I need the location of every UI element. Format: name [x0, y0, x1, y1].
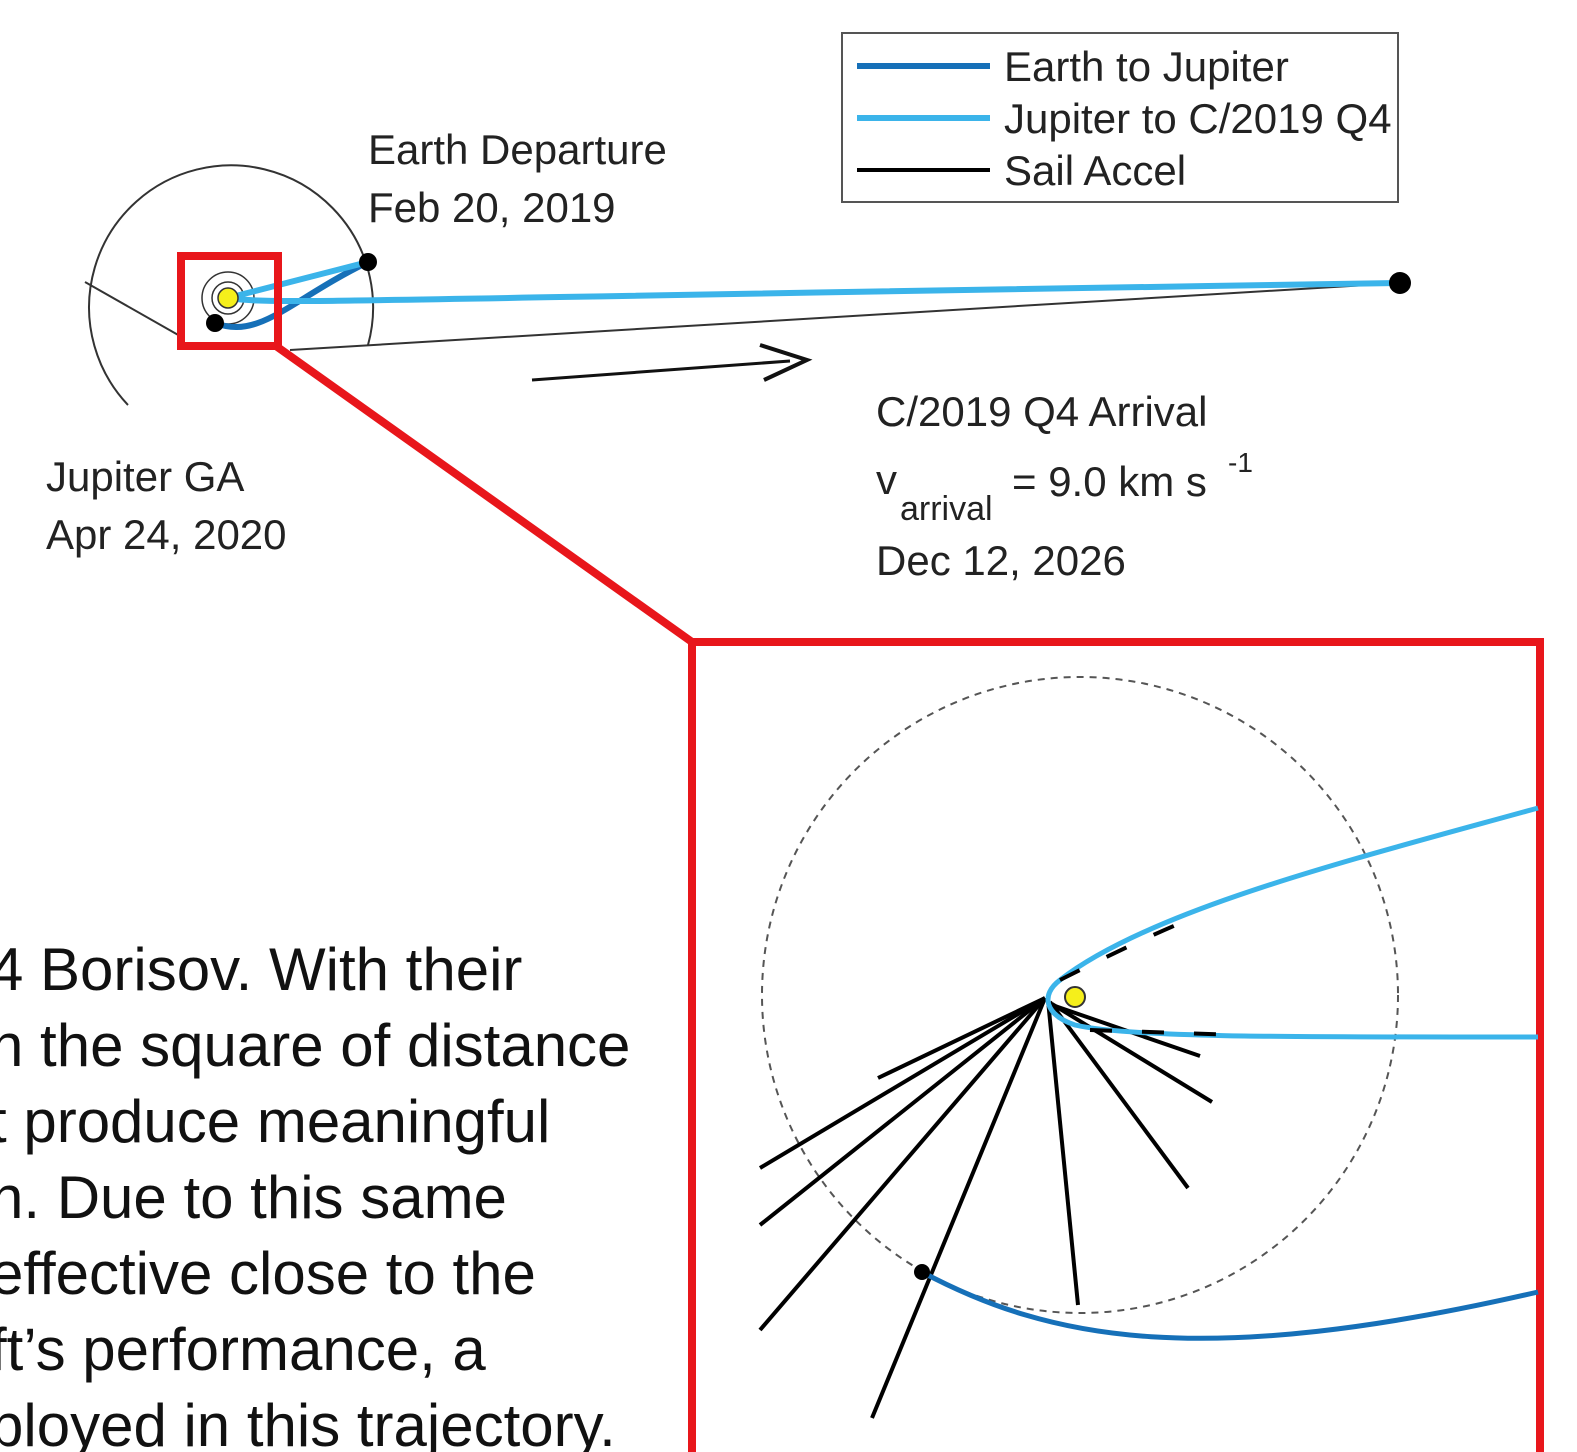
label: Earth Departure	[368, 126, 667, 173]
jupiter-to-comet	[227, 259, 1401, 305]
zoom-connector	[273, 342, 695, 646]
arrow-head	[759, 343, 813, 382]
sail-line	[289, 282, 1401, 351]
zoom-box	[177, 252, 282, 350]
legend-label: Sail Accel	[1004, 147, 1186, 194]
sail-dashes	[1059, 913, 1241, 1037]
label: C/2019 Q4 Arrival	[876, 388, 1208, 435]
sail-line	[84, 281, 181, 337]
body-line: n. Due to this same	[0, 1164, 507, 1231]
body-line: ft’s performance, a	[0, 1316, 486, 1383]
body-line: n the square of distance	[0, 1012, 630, 1079]
label: Dec 12, 2026	[876, 537, 1126, 584]
legend-label: Jupiter to C/2019 Q4	[1004, 95, 1392, 142]
label: Apr 24, 2020	[46, 511, 287, 558]
label: arrival	[900, 490, 993, 528]
sail-vectors	[758, 996, 1214, 1419]
label: -1	[1228, 447, 1253, 478]
label: Feb 20, 2019	[368, 184, 616, 231]
label: = 9.0 km s	[1012, 458, 1207, 505]
jupiter-to-comet-zoom	[1045, 805, 1539, 1040]
jupiter	[1064, 986, 1086, 1008]
earth-to-jupiter-zoom	[920, 1269, 1539, 1341]
legend-label: Earth to Jupiter	[1004, 43, 1289, 90]
body-line: ployed in this trajectory.	[0, 1392, 616, 1452]
body-line: effective close to the	[0, 1240, 536, 1307]
soi-circle	[761, 676, 1399, 1314]
zoom-panel	[688, 638, 1544, 1452]
comet-point	[1389, 272, 1411, 294]
body-line: 4 Borisov. With their	[0, 936, 522, 1003]
label: v	[876, 456, 897, 503]
label: Jupiter GA	[46, 453, 244, 500]
sun	[217, 287, 239, 309]
direction-arrow	[531, 359, 791, 382]
body-line: t produce meaningful	[0, 1088, 550, 1155]
jupiter-arrival-point	[914, 1264, 930, 1280]
earth-point	[359, 253, 377, 271]
jupiter-point	[206, 314, 224, 332]
